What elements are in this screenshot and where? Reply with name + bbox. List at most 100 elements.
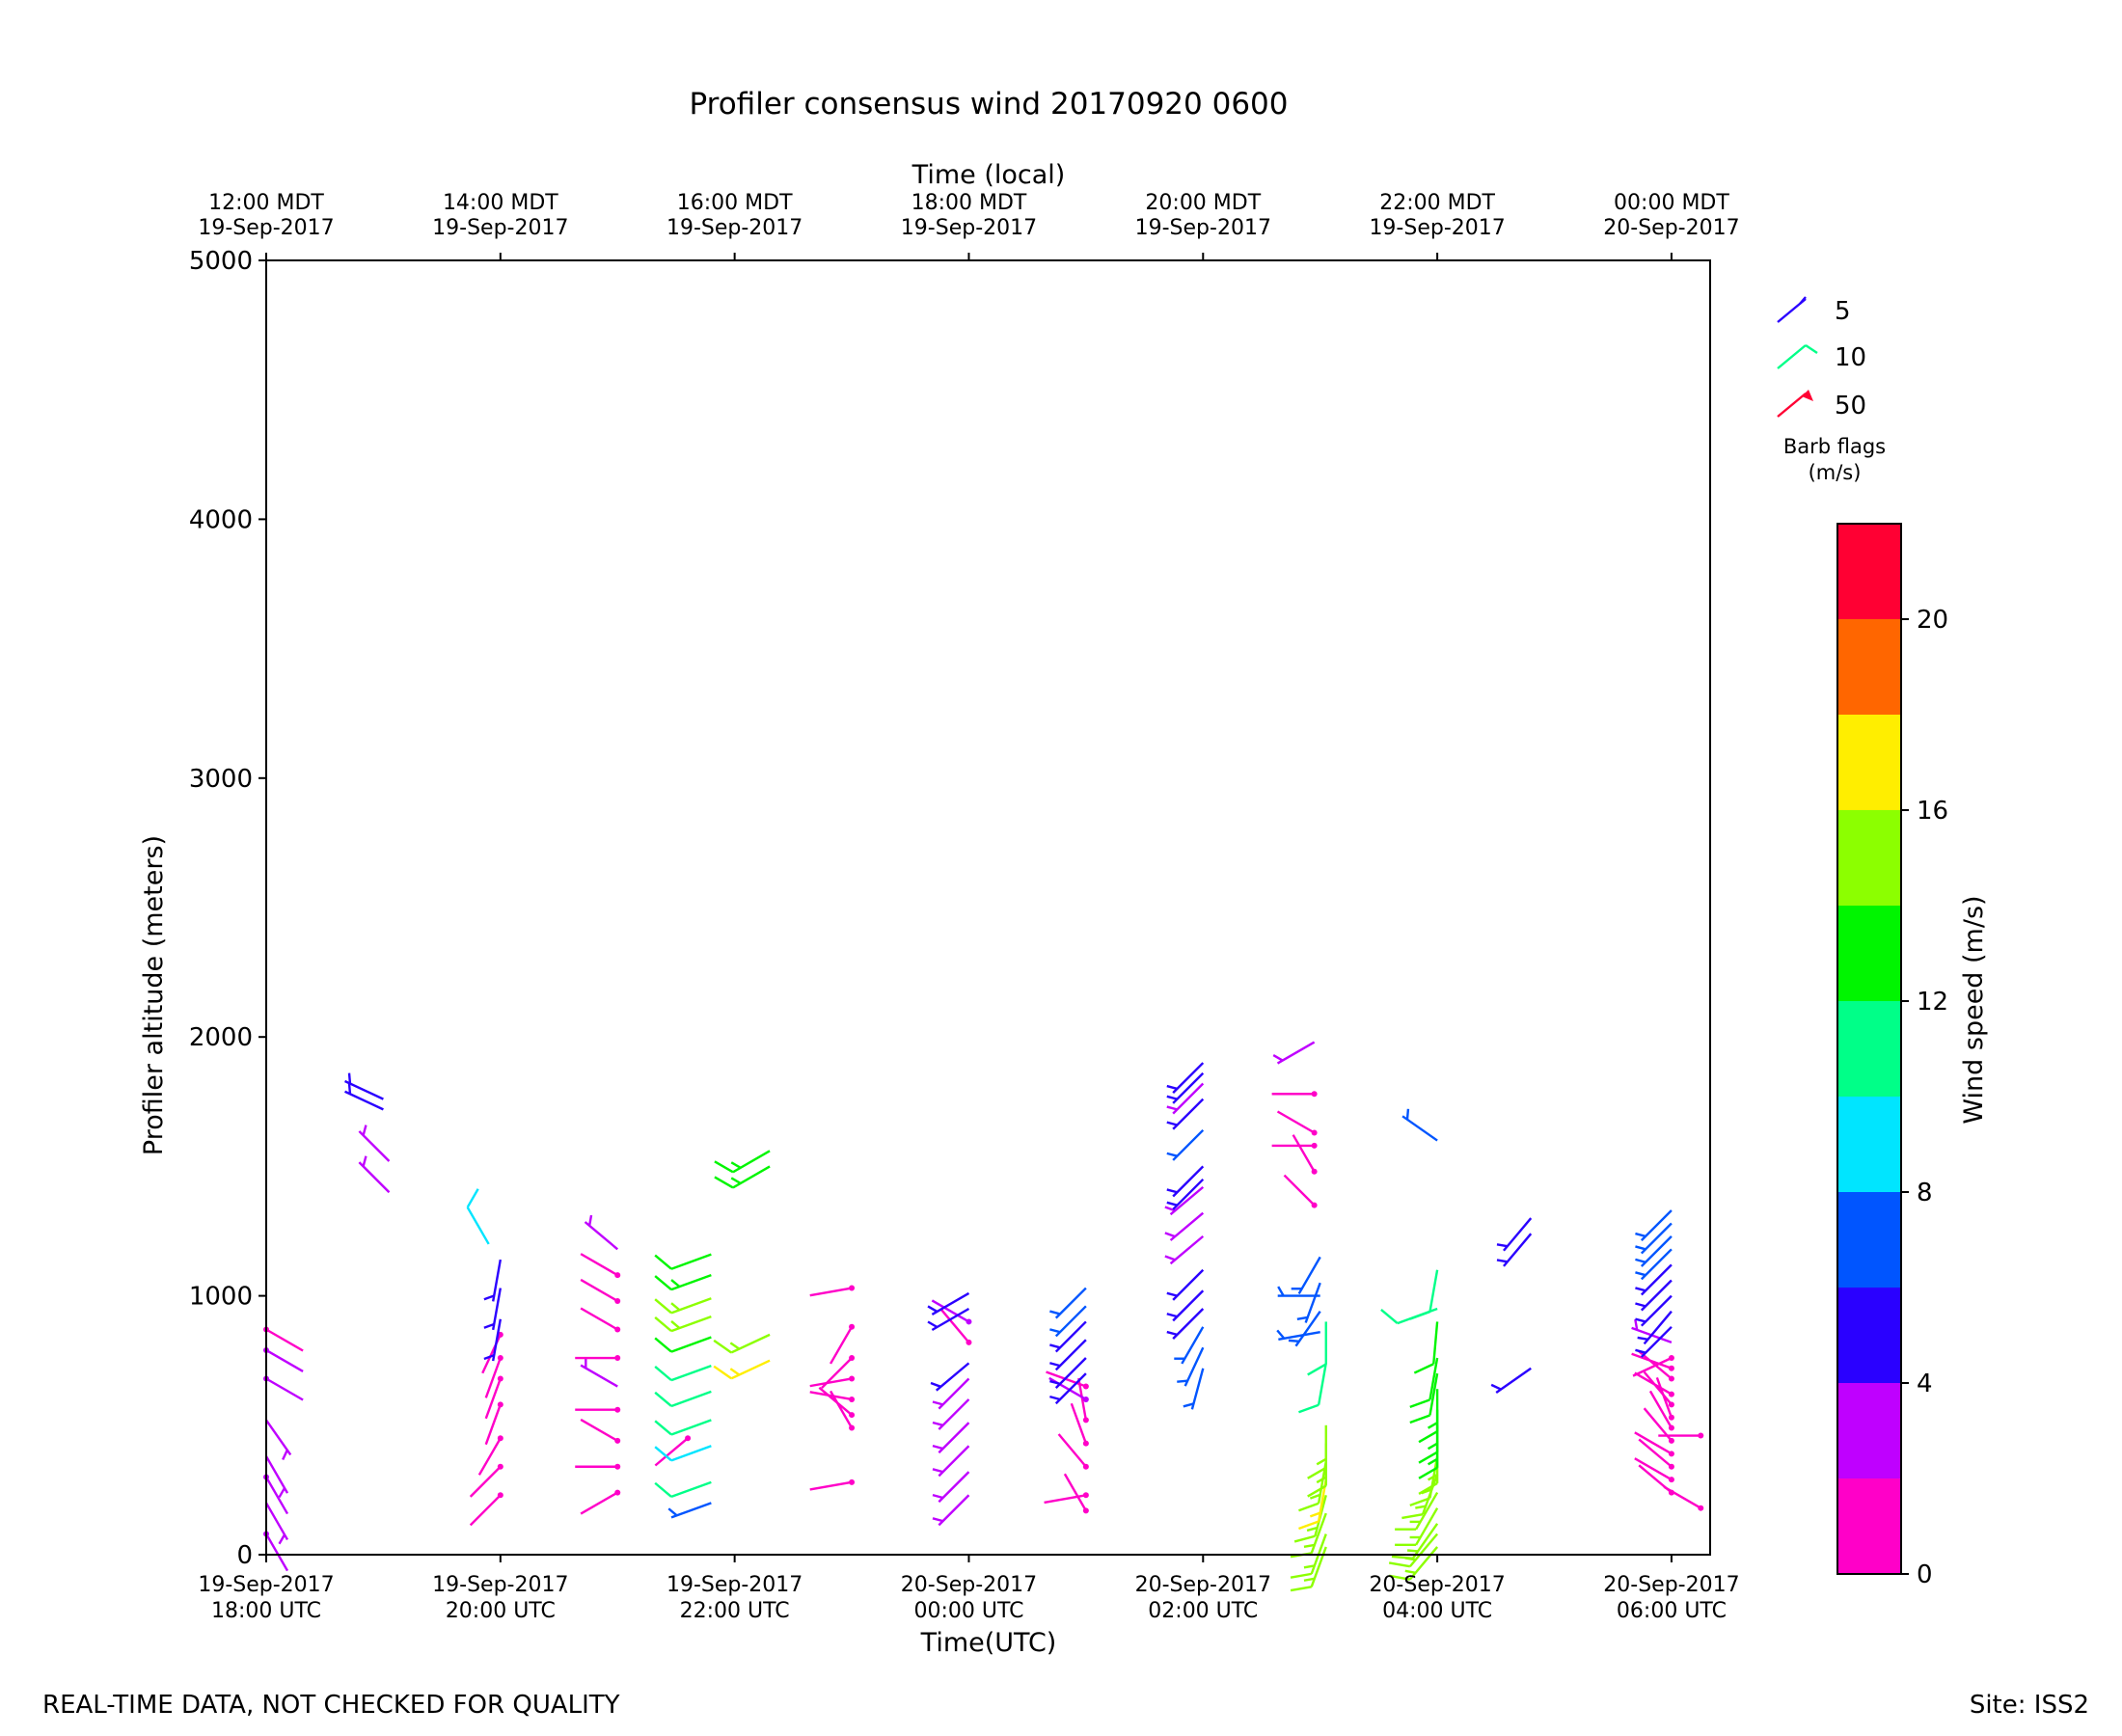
barb-shaft [584, 1221, 619, 1251]
barb-feather [932, 1421, 943, 1426]
colorbar-frame [1836, 523, 1902, 1575]
wind-barb [654, 1419, 712, 1436]
top-x-tick-time-label: 14:00 MDT [443, 191, 558, 215]
barb-calm-dot [497, 1355, 503, 1362]
barb-shaft [580, 1491, 618, 1515]
barb-shaft [1169, 1211, 1205, 1241]
barb-shaft [1640, 1263, 1673, 1296]
colorbar-tick-label: 4 [1917, 1370, 1933, 1398]
wind-barb [1276, 1329, 1320, 1341]
barb-shaft [580, 1364, 618, 1388]
wind-barb [1049, 1357, 1087, 1389]
wind-barb [344, 1083, 384, 1111]
barb-shaft [818, 1386, 853, 1416]
barb-calm-dot [614, 1297, 621, 1304]
wind-barb [1418, 1389, 1439, 1444]
barb-feather [1406, 1549, 1419, 1553]
barb-shaft [1278, 1330, 1320, 1341]
colorbar-segment [1837, 1001, 1901, 1097]
barb-feather [1049, 1362, 1061, 1368]
barb-shaft [670, 1419, 712, 1436]
barb-feather [1637, 1336, 1648, 1341]
wind-barb [484, 1401, 503, 1446]
barb-calm-dot [1668, 1365, 1674, 1371]
barb-calm-dot [1082, 1492, 1089, 1499]
barb-shaft [1632, 1356, 1673, 1377]
colorbar-segment [1837, 619, 1901, 715]
barb-shaft [1411, 1523, 1439, 1560]
top-x-tick-time-label: 18:00 MDT [911, 191, 1027, 215]
wind-barb [263, 1346, 304, 1373]
barb-shaft [1304, 1282, 1321, 1323]
barb-feather [1418, 1481, 1438, 1495]
top-x-tick-time-label: 16:00 MDT [677, 191, 793, 215]
colorbar-segment [1837, 524, 1901, 619]
legend-barb-label: 10 [1835, 343, 1866, 372]
barb-feather [1166, 1291, 1178, 1297]
barb-feather [1413, 1363, 1434, 1374]
barb-shaft [1428, 1357, 1439, 1400]
barb-feather [729, 1368, 741, 1376]
y-axis-label: Profiler altitude (meters) [139, 835, 169, 1155]
wind-barb [483, 1318, 503, 1362]
wind-barb [1638, 1438, 1674, 1470]
wind-barb [1166, 1062, 1205, 1095]
wind-barb [1290, 1546, 1327, 1592]
legend-barb-flag [1802, 390, 1813, 401]
barb-feather [587, 1214, 593, 1227]
barb-shaft [1172, 1082, 1205, 1115]
barb-shaft [670, 1364, 712, 1382]
wind-barb [932, 1494, 970, 1527]
barb-shaft [1054, 1305, 1087, 1338]
wind-barb [1049, 1320, 1087, 1353]
barb-feather [1303, 1577, 1316, 1582]
top-x-tick-date-label: 20-Sep-2017 [1603, 216, 1739, 240]
barb-shaft [1054, 1357, 1087, 1389]
barb-shaft [1054, 1320, 1087, 1353]
barb-shaft [1294, 1311, 1321, 1347]
barb-feather [1427, 1442, 1438, 1451]
barb-feather [1166, 1152, 1178, 1157]
y-tick-label: 3000 [189, 765, 253, 794]
barb-feather [667, 1507, 678, 1517]
wind-barb [940, 1309, 972, 1345]
barb-shaft [931, 1291, 970, 1316]
y-tick-label: 4000 [189, 505, 253, 534]
barb-shaft [1640, 1279, 1673, 1312]
wind-barb [1409, 1357, 1439, 1408]
barb-shaft [821, 1357, 853, 1389]
wind-barb [584, 1214, 619, 1251]
barb-feather [1635, 1287, 1646, 1292]
barb-feather [1307, 1484, 1327, 1498]
barb-shaft [358, 1130, 391, 1162]
wind-barb [1634, 1431, 1674, 1457]
wind-barb [932, 1377, 970, 1410]
wind-barb [1049, 1339, 1087, 1371]
barb-feather [1635, 1258, 1646, 1263]
barb-shaft [1054, 1372, 1087, 1405]
wind-barbs [263, 1041, 1704, 1592]
y-tick-label: 5000 [189, 247, 253, 276]
barb-feather [466, 1188, 479, 1208]
barb-shaft [264, 1455, 289, 1494]
barb-shaft [1640, 1222, 1673, 1255]
barb-calm-dot [1082, 1396, 1089, 1402]
barb-feather [1166, 1188, 1178, 1194]
wind-barb [1643, 1370, 1674, 1408]
wind-barb [1401, 1108, 1438, 1142]
wind-barb [654, 1274, 712, 1291]
barb-calm-dot [1668, 1401, 1674, 1408]
barb-shaft [670, 1336, 712, 1353]
barb-shaft [1648, 1390, 1673, 1429]
legend-barb-label: 5 [1835, 297, 1851, 326]
barb-calm-dot [497, 1401, 503, 1408]
barb-calm-dot [1668, 1375, 1674, 1382]
barb-feather [483, 1322, 495, 1329]
wind-barb [1177, 1346, 1205, 1387]
barb-feather [1404, 1569, 1416, 1574]
barb-shaft [1310, 1546, 1327, 1587]
wind-barb [1049, 1305, 1087, 1338]
barb-feather [1166, 1105, 1178, 1111]
barb-shaft [1276, 1041, 1316, 1065]
wind-barb [1166, 1165, 1205, 1198]
